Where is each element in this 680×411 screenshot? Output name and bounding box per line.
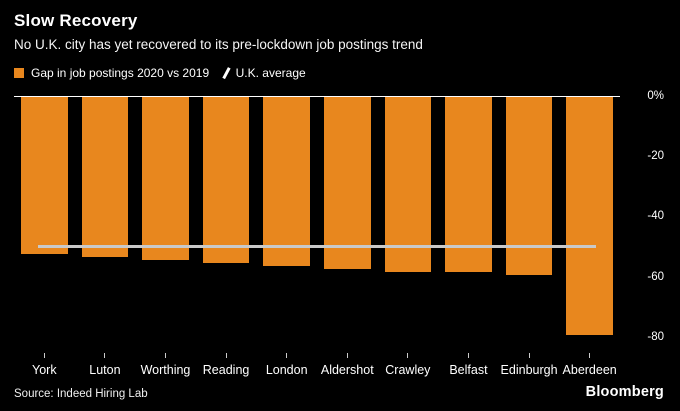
x-tick — [378, 353, 439, 359]
x-tick-mark — [467, 353, 469, 358]
bloomberg-logo: Bloomberg — [585, 384, 664, 400]
x-tick-mark — [225, 353, 227, 358]
bar-york — [21, 97, 68, 254]
category-label-belfast: Belfast — [449, 363, 488, 377]
bars — [14, 97, 620, 353]
category-label-crawley: Crawley — [385, 363, 431, 377]
uk-average-line — [38, 244, 596, 248]
x-tick — [317, 353, 378, 359]
source-note: Source: Indeed Hiring Lab — [14, 388, 148, 400]
chart: 0% -20 -40 -60 -80 York Luton Worthing Reading L… — [14, 90, 666, 377]
legend: Gap in job postings 2020 vs 2019 U.K. av… — [14, 66, 666, 80]
bar-aberdeen — [566, 97, 613, 335]
x-axis-ticks — [14, 353, 620, 359]
category-label-aldershot: Aldershot — [320, 363, 374, 377]
x-tick-mark — [286, 353, 288, 358]
bar-slot — [317, 97, 378, 353]
uk-average-label: U.K. average — [235, 66, 306, 80]
bar-worthing — [142, 97, 189, 260]
category-labels: York Luton Worthing Reading London Aldershot C… — [14, 363, 620, 377]
x-tick-mark — [164, 353, 166, 358]
y-axis-label: -40 — [647, 210, 664, 223]
x-tick — [499, 353, 560, 359]
bar-slot — [378, 97, 439, 353]
category-label-luton: Luton — [89, 363, 121, 377]
bar-slot — [14, 97, 75, 353]
x-tick — [14, 353, 75, 359]
bar-slot — [256, 97, 317, 353]
bar-crawley — [384, 97, 432, 272]
x-tick-mark — [589, 353, 591, 358]
y-axis-label: 0% — [647, 90, 664, 102]
x-tick — [559, 353, 620, 359]
x-tick — [135, 353, 196, 359]
plot-area — [14, 96, 620, 353]
bar-belfast — [445, 97, 492, 272]
bar-slot — [438, 97, 499, 353]
bar-luton — [81, 97, 129, 257]
x-tick — [196, 353, 257, 359]
bar-reading — [202, 97, 250, 263]
y-axis-label: -60 — [647, 270, 664, 283]
bar-slot — [135, 97, 196, 353]
chart-subtitle: No U.K. city has yet recovered to its pr… — [14, 37, 423, 52]
chart-title: Slow Recovery — [14, 11, 138, 30]
footer: Source: Indeed Hiring Lab Bloomberg — [14, 384, 666, 400]
y-axis: 0% -20 -40 -60 -80 — [624, 90, 666, 352]
category-label-york: York — [32, 363, 57, 377]
x-tick-mark — [104, 353, 106, 358]
x-tick — [75, 353, 136, 359]
y-axis-label: -80 — [647, 330, 664, 343]
bar-aldershot — [323, 97, 371, 269]
x-tick-mark — [407, 353, 409, 358]
category-label-reading: Reading — [202, 363, 250, 377]
x-tick — [256, 353, 317, 359]
x-tick-mark — [346, 353, 348, 358]
category-label-aberdeen: Aberdeen — [562, 363, 617, 377]
category-label-london: London — [265, 363, 308, 377]
x-tick — [438, 353, 499, 359]
bar-edinburgh — [505, 97, 553, 275]
y-axis-label: -20 — [647, 150, 664, 163]
uk-average-slash-icon — [222, 67, 231, 79]
category-label-edinburgh: Edinburgh — [500, 363, 558, 377]
x-tick-mark — [43, 353, 45, 358]
category-label-worthing: Worthing — [140, 363, 191, 377]
bar-slot — [559, 97, 620, 353]
bar-slot — [499, 97, 560, 353]
x-tick-mark — [528, 353, 530, 358]
bar-slot — [196, 97, 257, 353]
bar-series-label: Gap in job postings 2020 vs 2019 — [31, 66, 210, 80]
bar-series-swatch-icon — [14, 68, 24, 78]
bar-london — [263, 97, 310, 266]
bar-slot — [75, 97, 136, 353]
